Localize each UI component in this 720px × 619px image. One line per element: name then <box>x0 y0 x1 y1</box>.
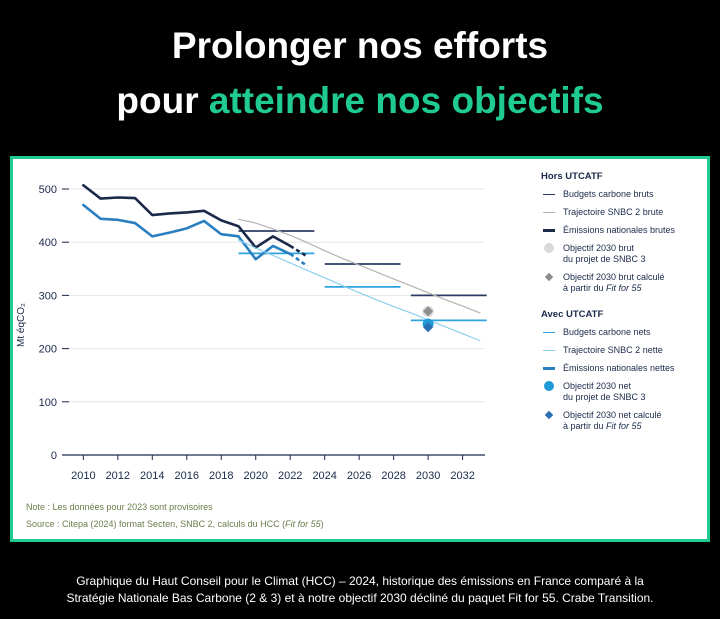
series-line <box>237 218 481 314</box>
title-accent: atteindre nos objectifs <box>208 80 604 121</box>
caption: Graphique du Haut Conseil pour le Climat… <box>0 573 720 607</box>
caption-line-1: Graphique du Haut Conseil pour le Climat… <box>76 574 644 588</box>
objective-diamond-marker <box>423 306 434 317</box>
y-tick-label: 200 <box>39 344 57 356</box>
source-suffix: ) <box>320 519 324 529</box>
legend-label: Émissions nationales nettes <box>563 363 675 373</box>
legend-label: Budgets carbone bruts <box>563 189 654 199</box>
title-prefix: pour <box>116 80 209 121</box>
x-tick-label: 2016 <box>175 470 199 482</box>
legend-group-hors-utcatf: Hors UTCATF <box>541 171 603 182</box>
x-tick-label: 2020 <box>243 470 267 482</box>
x-tick-label: 2032 <box>450 470 474 482</box>
series-line-provisional <box>289 244 309 258</box>
x-tick-label: 2022 <box>278 470 302 482</box>
x-tick-label: 2018 <box>209 470 233 482</box>
chart-legend: Hors UTCATF Budgets carbone bruts Trajec… <box>541 171 711 439</box>
y-axis-label: Mt éqCO₂ <box>16 303 27 347</box>
legend-diamond-icon <box>541 410 559 421</box>
x-tick-label: 2014 <box>140 470 164 482</box>
legend-line-icon <box>541 363 559 374</box>
y-tick-label: 500 <box>39 184 57 196</box>
legend-label: Budgets carbone nets <box>563 327 651 337</box>
legend-line-icon <box>541 327 559 338</box>
legend-item: Objectif 2030 brut du projet de SNBC 3 <box>541 243 711 265</box>
page-title-line-1: Prolonger nos efforts <box>171 25 549 66</box>
x-tick-label: 2010 <box>71 470 95 482</box>
legend-label: Objectif 2030 net calculé <box>563 410 662 420</box>
legend-group-avec-utcatf: Avec UTCATF <box>541 309 604 320</box>
y-tick-label: 100 <box>39 397 57 409</box>
x-tick-label: 2012 <box>106 470 130 482</box>
legend-circle-icon <box>541 381 559 392</box>
legend-label: Fit for 55 <box>606 283 642 293</box>
legend-label: Trajectoire SNBC 2 brute <box>563 207 664 217</box>
legend-diamond-icon <box>541 272 559 283</box>
legend-label: Émissions nationales brutes <box>563 225 676 235</box>
legend-label: à partir du <box>563 283 607 293</box>
legend-item: Trajectoire SNBC 2 nette <box>541 345 711 356</box>
legend-item: Émissions nationales nettes <box>541 363 711 374</box>
legend-label: Trajectoire SNBC 2 nette <box>563 345 663 355</box>
y-tick-label: 400 <box>39 237 57 249</box>
chart-card: 0 100 200 300 400 500 2010 2012 2014 2016 2018 2020… <box>10 156 710 542</box>
caption-line-2: Stratégie Nationale Bas Carbone (2 & 3) … <box>66 591 654 605</box>
series-line <box>82 203 292 261</box>
series-line <box>82 183 292 249</box>
legend-item: Trajectoire SNBC 2 brute <box>541 207 711 218</box>
series-line-provisional <box>289 252 309 268</box>
legend-label: du projet de SNBC 3 <box>563 254 646 264</box>
legend-circle-icon <box>541 243 559 254</box>
legend-line-icon <box>541 345 559 356</box>
legend-item: Émissions nationales brutes <box>541 225 711 236</box>
y-tick-label: 300 <box>39 290 57 302</box>
legend-item: Objectif 2030 brut calculé à partir du F… <box>541 272 711 294</box>
emissions-chart: 0 100 200 300 400 500 2010 2012 2014 2016 2018 2020… <box>16 183 487 482</box>
legend-line-icon <box>541 207 559 218</box>
legend-label: à partir du <box>563 421 607 431</box>
legend-label: Objectif 2030 brut calculé <box>563 272 665 282</box>
legend-item: Objectif 2030 net du projet de SNBC 3 <box>541 381 711 403</box>
series-line <box>237 239 481 342</box>
y-tick-label: 0 <box>51 450 57 462</box>
x-tick-label: 2030 <box>416 470 440 482</box>
chart-note: Note : Les données pour 2023 sont provis… <box>26 502 213 512</box>
legend-item: Budgets carbone bruts <box>541 189 711 200</box>
legend-item: Budgets carbone nets <box>541 327 711 338</box>
page-title-line-2: pour atteindre nos objectifs <box>0 79 720 123</box>
x-tick-label: 2024 <box>312 470 336 482</box>
legend-label: Objectif 2030 brut <box>563 243 635 253</box>
legend-line-icon <box>541 225 559 236</box>
source-text: Source : Citepa (2024) format Secten, SN… <box>26 519 286 529</box>
x-tick-label: 2028 <box>381 470 405 482</box>
x-tick-label: 2026 <box>347 470 371 482</box>
legend-label: Fit for 55 <box>606 421 642 431</box>
legend-line-icon <box>541 189 559 200</box>
source-italic: Fit for 55 <box>285 519 321 529</box>
legend-item: Objectif 2030 net calculé à partir du Fi… <box>541 410 711 432</box>
legend-label: Objectif 2030 net <box>563 381 632 391</box>
chart-source: Source : Citepa (2024) format Secten, SN… <box>26 519 324 529</box>
legend-label: du projet de SNBC 3 <box>563 392 646 402</box>
